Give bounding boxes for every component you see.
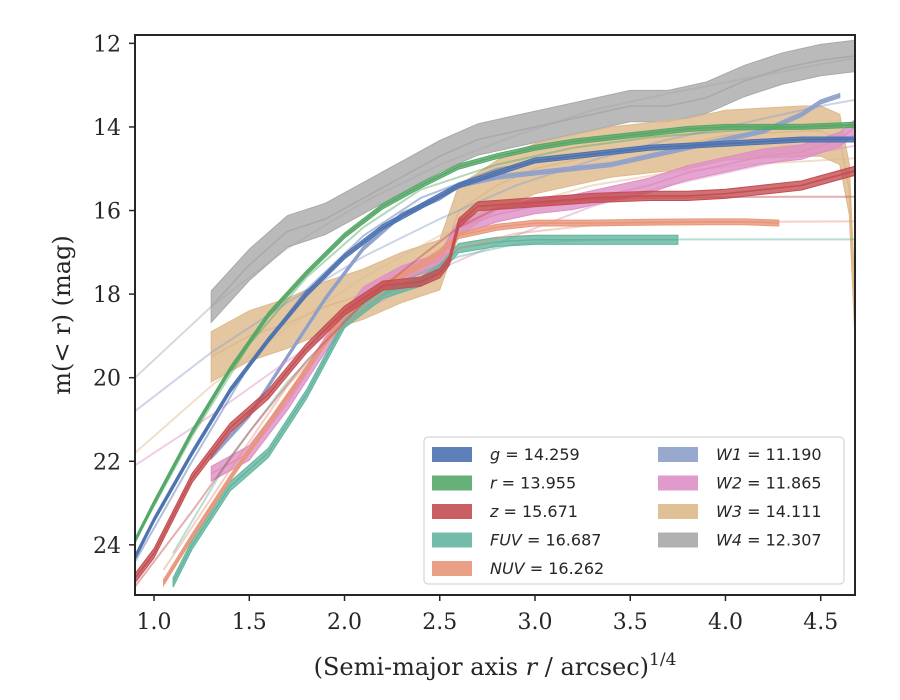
y-tick-label: 18 (93, 283, 121, 308)
legend-box (423, 436, 845, 585)
legend-swatch (432, 504, 472, 519)
y-tick-label: 16 (93, 200, 121, 225)
x-tick-label: 4.0 (708, 610, 743, 635)
x-axis-ticks: 1.0 1.5 2.0 2.5 3.0 3.5 4.0 4.5 (137, 595, 838, 635)
profile-line-g (135, 138, 855, 558)
profile-line-w4 (210, 55, 855, 308)
y-tick-label: 12 (93, 32, 121, 57)
plot-frame (134, 34, 856, 596)
profile-line-w3 (210, 130, 855, 358)
x-tick-label: 1.0 (137, 610, 172, 635)
legend-swatch (432, 447, 472, 462)
fit-line-r (135, 123, 855, 542)
y-axis-label: m(< r) (mag) (48, 235, 76, 394)
y-tick-label: 14 (93, 116, 121, 141)
legend-entry-w2: W2 = 11.865 (658, 474, 822, 493)
profile-line-z (135, 170, 855, 579)
legend-label: z = 15.671 (489, 502, 578, 521)
legend-swatch (658, 447, 698, 462)
profile-line-nuv (162, 221, 779, 583)
x-axis-label: (Semi-major axis r / arcsec)1/4 (314, 650, 677, 681)
y-axis-ticks: 12 14 16 18 20 22 24 (93, 32, 135, 559)
profile-line-w1 (210, 94, 841, 458)
legend-label: W3 = 14.111 (716, 502, 822, 521)
series-g (135, 136, 855, 563)
legend-swatch (658, 475, 698, 491)
legend-swatch (432, 532, 472, 548)
x-tick-label: 3.0 (518, 610, 553, 635)
x-tick-label: 2.0 (327, 610, 362, 635)
legend-entry-r: r = 13.955 (432, 474, 576, 493)
y-tick-label: 22 (93, 450, 121, 475)
legend-entry-w4: W4 = 12.307 (658, 531, 822, 550)
legend-swatch (658, 504, 698, 519)
x-tick-label: 2.5 (422, 610, 457, 635)
legend-entry-g: g = 14.259 (432, 445, 580, 464)
x-tick-label: 4.5 (803, 610, 838, 635)
legend-entry-fuv: FUV = 16.687 (432, 531, 601, 550)
band-fuv (172, 234, 679, 588)
legend-entry-z: z = 15.671 (432, 502, 578, 521)
series-layer (135, 39, 855, 588)
legend-label: W4 = 12.307 (716, 531, 822, 550)
legend-swatch (432, 475, 472, 491)
fit-line-fuv (172, 238, 855, 554)
y-tick-label: 24 (93, 534, 121, 559)
legend-label: r = 13.955 (490, 474, 576, 493)
legend-label: FUV = 16.687 (490, 531, 601, 550)
band-g (135, 136, 855, 561)
x-tick-label: 3.5 (613, 610, 648, 635)
band-w2 (210, 118, 855, 482)
legend-entry-w1: W1 = 11.190 (658, 445, 822, 464)
x-tick-label: 1.5 (232, 610, 267, 635)
series-z (135, 165, 855, 588)
legend: g = 14.259 r = 13.955 z = 15.671 FUV = 16.6… (423, 436, 845, 585)
series-r (135, 121, 855, 544)
legend-entry-w3: W3 = 14.111 (658, 502, 822, 521)
legend-label: NUV = 16.262 (490, 559, 604, 578)
band-z (135, 165, 855, 584)
band-r (135, 121, 855, 544)
legend-label: g = 14.259 (490, 445, 580, 464)
legend-entry-nuv: NUV = 16.262 (432, 559, 604, 578)
legend-swatch (432, 561, 472, 576)
legend-swatch (658, 532, 698, 548)
legend-label: W2 = 11.865 (716, 474, 822, 493)
profile-line-r (135, 124, 855, 542)
fit-line-w1 (135, 98, 855, 412)
y-tick-label: 20 (93, 367, 121, 392)
legend-label: W1 = 11.190 (716, 445, 822, 464)
